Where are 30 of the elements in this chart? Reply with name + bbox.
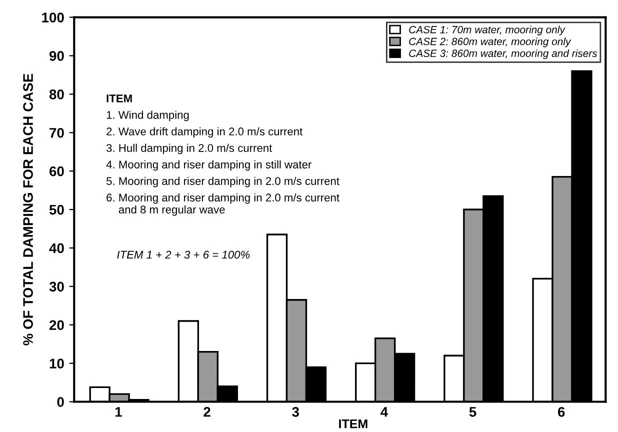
y-tick-label: 50 (49, 204, 64, 215)
y-tick-label: 30 (49, 282, 64, 292)
x-tick-label: 5 (469, 407, 476, 417)
x-tick-label: 4 (380, 407, 388, 417)
annotation: 1. Wind damping (106, 110, 189, 122)
y-tick-label: 100 (42, 12, 64, 22)
annotation: ITEM 1 + 2 + 3 + 6 = 100% (117, 250, 250, 259)
y-tick-label: 0 (57, 397, 64, 407)
y-tick-label: 40 (49, 243, 64, 254)
x-tick-label: 1 (115, 407, 122, 417)
y-tick-label: 90 (49, 51, 64, 61)
legend-label: CASE 1: 70m water, mooring only (409, 26, 566, 36)
legend-label: CASE 2: 860m water, mooring only (409, 38, 572, 48)
annotation: 6. Mooring and riser damping in 2.0 m/s current and 8 m regular wave (106, 193, 340, 216)
x-tick-label: 3 (292, 406, 299, 417)
y-axis-title: % OF TOTAL DAMPING FOR EACH CASE (23, 74, 33, 346)
annotation: 3. Hull damping in 2.0 m/s current (106, 144, 272, 154)
y-tick-label: 20 (49, 320, 64, 330)
y-tick-label: 70 (50, 128, 64, 138)
legend-label: CASE 3: 860m water, mooring and risers (409, 49, 598, 60)
annotation: 5. Mooring and riser damping in 2.0 m/s current (106, 176, 340, 188)
x-tick-label: 6 (558, 406, 565, 417)
y-tick-label: 60 (50, 166, 64, 176)
annotation: 4. Mooring and riser damping in still water (106, 160, 312, 171)
y-tick-label: 80 (49, 90, 64, 100)
annotation: 2. Wave drift damping in 2.0 m/s current (106, 127, 303, 138)
x-axis-title: ITEM (339, 420, 368, 428)
x-tick-label: 2 (204, 406, 210, 417)
annotation: ITEM (106, 94, 132, 102)
y-tick-label: 10 (50, 358, 64, 368)
